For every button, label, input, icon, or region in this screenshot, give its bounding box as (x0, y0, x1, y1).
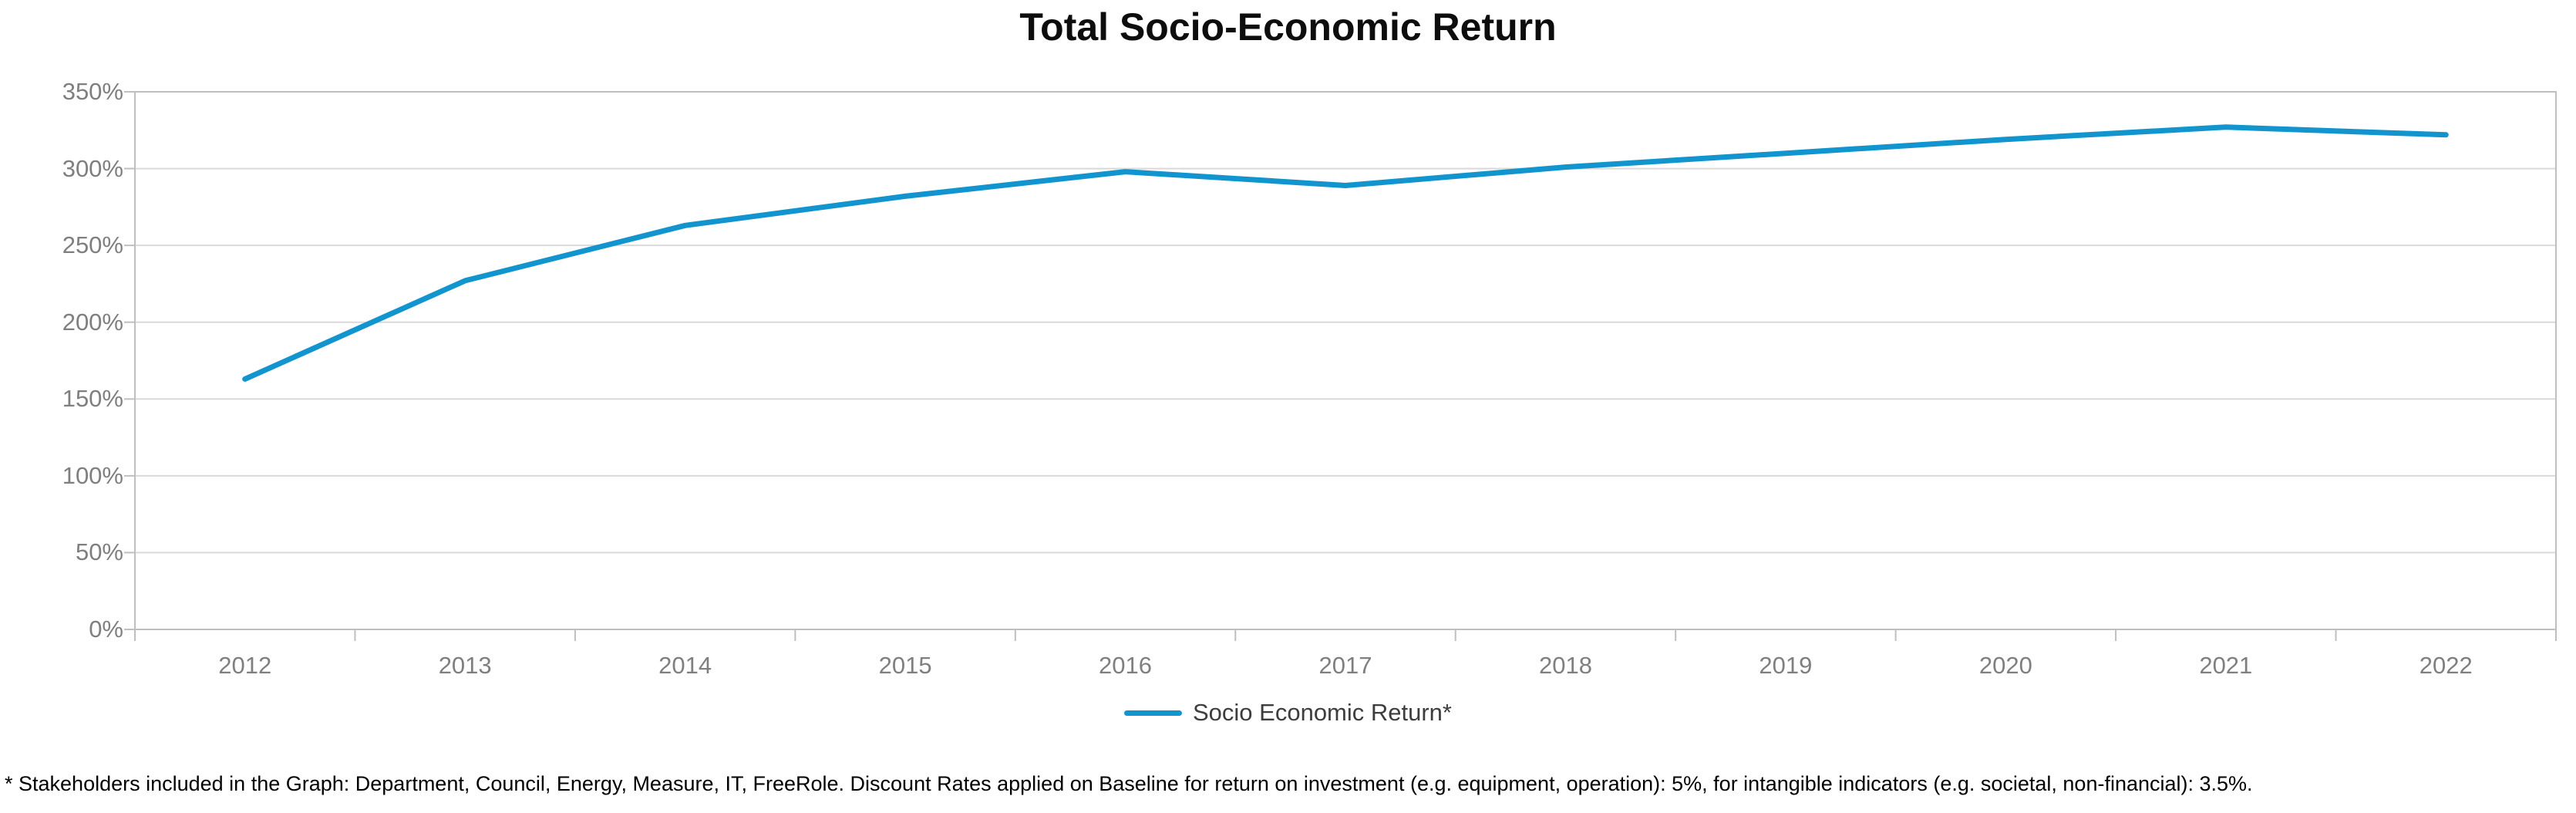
footnote: * Stakeholders included in the Graph: De… (5, 772, 2253, 795)
y-axis-label: 100% (62, 461, 123, 489)
y-axis-label: 250% (62, 231, 123, 259)
y-axis-label: 50% (75, 538, 123, 566)
y-axis-label: 150% (62, 385, 123, 413)
chart-title: Total Socio-Economic Return (1019, 5, 1557, 49)
series-line (242, 124, 2449, 382)
y-axis-label: 350% (62, 78, 123, 105)
x-axis-label: 2020 (1978, 652, 2032, 679)
plot-border (134, 91, 2557, 630)
x-axis-label: 2018 (1538, 652, 1592, 679)
x-axis-label: 2017 (1318, 652, 1372, 679)
y-axis-label: 0% (89, 616, 123, 643)
x-axis-label: 2014 (658, 652, 712, 679)
x-axis-label: 2021 (2199, 652, 2253, 679)
legend: Socio Economic Return* (0, 697, 2576, 728)
x-axis-label: 2012 (218, 652, 272, 679)
legend-line-swatch-icon (1124, 710, 1182, 716)
x-axis-label: 2015 (878, 652, 932, 679)
y-axis-label: 200% (62, 308, 123, 336)
y-axis-label: 300% (62, 154, 123, 182)
x-axis-label: 2013 (438, 652, 492, 679)
x-axis-label: 2019 (1759, 652, 1813, 679)
x-axis-label: 2022 (2419, 652, 2473, 679)
plot-area (124, 91, 2557, 641)
legend-label: Socio Economic Return* (1193, 699, 1452, 726)
x-axis-label: 2016 (1099, 652, 1153, 679)
